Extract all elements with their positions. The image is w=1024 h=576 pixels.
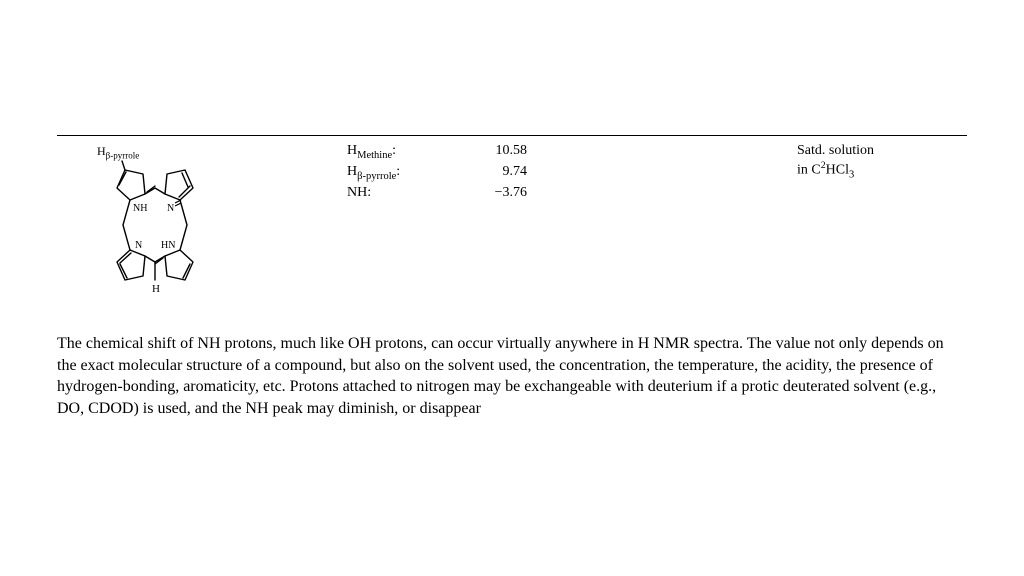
- page-content: Hβ-pyrrole: [57, 135, 967, 419]
- svg-text:NH: NH: [133, 203, 147, 214]
- shift-label: HMethine:: [347, 142, 457, 163]
- shift-value: 9.74: [457, 163, 527, 184]
- conditions-column: Satd. solution in C2HCl3: [797, 142, 967, 182]
- top-label-sub: β-pyrrole: [106, 150, 140, 160]
- shift-row: NH: −3.76: [347, 184, 597, 203]
- horizontal-rule: [57, 135, 967, 136]
- shift-value: 10.58: [457, 142, 527, 163]
- body-paragraph: The chemical shift of NH protons, much l…: [57, 333, 967, 419]
- structure-column: Hβ-pyrrole: [57, 142, 247, 313]
- shift-value: −3.76: [457, 184, 527, 203]
- shifts-column: HMethine: 10.58 Hβ-pyrrole: 9.74 NH: −3.…: [347, 142, 597, 203]
- shift-row: HMethine: 10.58: [347, 142, 597, 163]
- shift-row: Hβ-pyrrole: 9.74: [347, 163, 597, 184]
- porphyrin-structure: NH N N HN H: [95, 158, 215, 308]
- structure-top-label: Hβ-pyrrole: [97, 144, 139, 160]
- top-label-h: H: [97, 144, 106, 158]
- conditions-line2: in C2HCl3: [797, 160, 967, 182]
- svg-text:N: N: [135, 240, 142, 251]
- figure-row: Hβ-pyrrole: [57, 142, 967, 313]
- svg-text:N: N: [167, 203, 174, 214]
- conditions-line1: Satd. solution: [797, 142, 967, 160]
- shift-label: Hβ-pyrrole:: [347, 163, 457, 184]
- shift-label: NH:: [347, 184, 457, 203]
- svg-text:HN: HN: [161, 240, 175, 251]
- svg-text:H: H: [152, 283, 160, 295]
